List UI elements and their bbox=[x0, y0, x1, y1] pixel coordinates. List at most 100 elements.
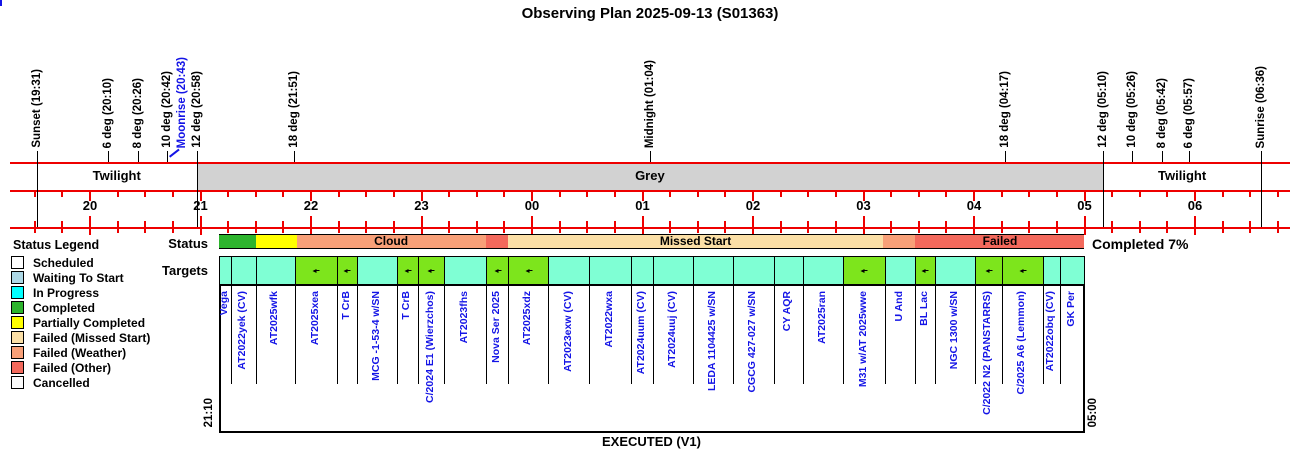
event-tick bbox=[196, 151, 198, 227]
legend-item: Waiting To Start bbox=[11, 270, 191, 285]
target-separator bbox=[356, 285, 358, 384]
axis-tick bbox=[61, 192, 64, 197]
axis-tick bbox=[199, 192, 202, 201]
target-cell bbox=[417, 256, 446, 285]
executed-caption: EXECUTED (V1) bbox=[602, 434, 701, 449]
target-name-label: Vega bbox=[217, 291, 230, 316]
target-name-label: T CrB bbox=[400, 291, 413, 320]
axis-tick bbox=[669, 229, 672, 233]
axis-tick bbox=[1194, 216, 1196, 227]
target-name-label: AT2022obq (CV) bbox=[1044, 291, 1057, 372]
axis-tick bbox=[1083, 216, 1086, 227]
legend-items: Scheduled Waiting To Start In Progress Comp… bbox=[11, 255, 191, 390]
axis-tick bbox=[227, 192, 230, 197]
axis-tick bbox=[586, 221, 589, 227]
axis-tick bbox=[1111, 229, 1114, 233]
axis-tick bbox=[1083, 192, 1086, 201]
event-label: Midnight (01:04) bbox=[643, 59, 656, 148]
axis-tick bbox=[917, 221, 920, 227]
legend-item: Failed (Missed Start) bbox=[11, 330, 191, 345]
axis-tick bbox=[171, 192, 174, 197]
axis-tick bbox=[254, 221, 257, 227]
target-cell bbox=[548, 256, 590, 285]
axis-tick bbox=[586, 229, 589, 233]
axis-tick bbox=[282, 192, 285, 197]
axis-tick bbox=[558, 192, 561, 197]
axis-tick bbox=[807, 192, 810, 197]
target-name-label: AT2025wfk bbox=[268, 291, 281, 346]
target-name-label: AT2023fhs bbox=[458, 291, 471, 344]
completed-percentage: Completed 7% bbox=[1092, 236, 1189, 252]
axis-tick bbox=[862, 192, 865, 201]
target-separator bbox=[692, 285, 694, 384]
target-cell bbox=[294, 256, 338, 285]
timeline-plot: Twilight Grey Twilight 20 21 22 23 00 01 02 03 04 05… bbox=[0, 0, 1300, 433]
axis-tick bbox=[973, 216, 975, 227]
legend-item: Failed (Other) bbox=[11, 360, 191, 375]
event-label: 18 deg (21:51) bbox=[288, 71, 301, 148]
axis-tick bbox=[503, 229, 506, 233]
observed-marker-icon bbox=[921, 268, 929, 273]
axis-tick bbox=[724, 221, 727, 227]
axis-tick bbox=[973, 229, 975, 235]
axis-tick bbox=[420, 192, 423, 201]
axis-tick bbox=[1028, 221, 1031, 227]
axis-tick bbox=[696, 192, 699, 197]
axis-tick bbox=[834, 229, 837, 233]
axis-tick bbox=[116, 229, 119, 233]
target-cell bbox=[508, 256, 550, 285]
observed-marker-icon bbox=[1019, 268, 1027, 273]
targets-row-label: Targets bbox=[162, 263, 208, 278]
axis-tick bbox=[1249, 229, 1252, 233]
target-name-label: AT2024uuj (CV) bbox=[665, 291, 678, 368]
axis-tick bbox=[392, 192, 395, 197]
status-row-label: Status bbox=[168, 236, 208, 251]
hour-label: 20 bbox=[82, 198, 98, 213]
target-separator bbox=[934, 285, 936, 384]
axis-tick bbox=[1055, 192, 1058, 197]
axis-tick bbox=[558, 229, 561, 233]
axis-tick bbox=[779, 221, 782, 227]
axis-tick bbox=[448, 229, 451, 233]
axis-tick bbox=[613, 229, 616, 233]
page-title: Observing Plan 2025-09-13 (S01363) bbox=[521, 5, 779, 22]
legend-item-label: Partially Completed bbox=[33, 315, 146, 330]
target-separator bbox=[914, 285, 916, 384]
event-tick bbox=[294, 151, 296, 162]
target-cell bbox=[486, 256, 510, 285]
status-legend: Status Legend Scheduled Waiting To Start I… bbox=[11, 238, 191, 390]
band-label-twilight-left: Twilight bbox=[92, 168, 141, 183]
status-segment bbox=[883, 235, 916, 248]
legend-item-label: Failed (Missed Start) bbox=[33, 330, 151, 345]
target-separator bbox=[732, 285, 734, 384]
status-segment: Failed bbox=[915, 235, 1085, 248]
target-cell bbox=[589, 256, 632, 285]
status-segment bbox=[218, 235, 256, 248]
axis-tick bbox=[1276, 192, 1279, 197]
target-name-label: CY AQR bbox=[781, 291, 794, 332]
axis-tick bbox=[310, 216, 312, 227]
target-separator bbox=[589, 285, 591, 384]
legend-swatch-icon bbox=[11, 376, 24, 389]
axis-tick bbox=[834, 221, 837, 227]
target-name-label: LEDA 1104425 w/SN bbox=[705, 291, 718, 391]
axis-tick bbox=[613, 192, 616, 197]
axis-tick bbox=[752, 192, 754, 201]
event-label: 18 deg (04:17) bbox=[999, 71, 1012, 148]
axis-tick bbox=[724, 192, 727, 197]
target-cell bbox=[255, 256, 296, 285]
target-name-label: CGCG 427-027 w/SN bbox=[746, 291, 759, 393]
axis-tick bbox=[33, 221, 36, 227]
observed-marker-icon bbox=[494, 268, 502, 273]
axis-tick bbox=[254, 192, 257, 197]
legend-swatch-icon bbox=[11, 301, 24, 314]
moonrise-tick bbox=[0, 0, 2, 6]
target-name-label: GK Per bbox=[1065, 291, 1078, 327]
target-separator bbox=[1042, 285, 1044, 384]
axis-tick bbox=[1194, 192, 1196, 201]
observed-marker-icon bbox=[860, 268, 868, 273]
axis-tick bbox=[586, 192, 589, 197]
legend-item-label: Completed bbox=[33, 300, 96, 315]
target-separator bbox=[396, 285, 398, 384]
axis-tick bbox=[531, 216, 533, 227]
